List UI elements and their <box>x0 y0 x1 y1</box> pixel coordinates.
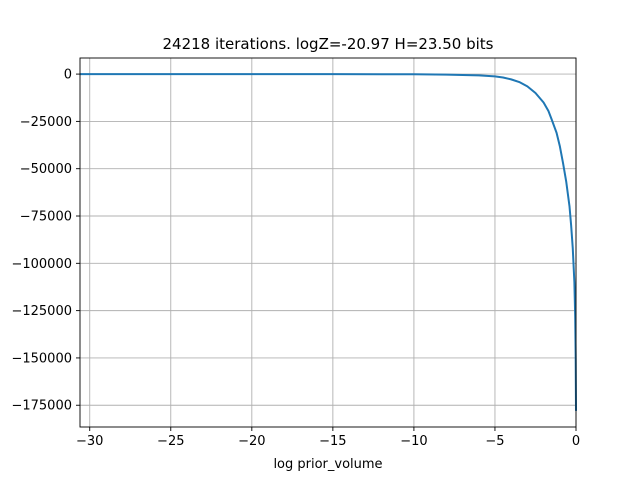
x-axis-label: log prior_volume <box>273 457 382 472</box>
x-tick-label: 0 <box>572 434 580 449</box>
y-tick-label: −50000 <box>20 162 72 177</box>
x-tick-label: −15 <box>319 434 346 449</box>
y-tick-label: −175000 <box>11 399 72 414</box>
x-tick-label: −10 <box>400 434 427 449</box>
y-tick-label: −25000 <box>20 115 72 130</box>
y-tick-label: −100000 <box>11 257 72 272</box>
y-tick-label: 0 <box>64 68 72 83</box>
chart-title: 24218 iterations. logZ=-20.97 H=23.50 bi… <box>163 35 494 53</box>
y-tick-label: −75000 <box>20 210 72 225</box>
plot-frame <box>79 57 577 428</box>
x-tick-label: −20 <box>238 434 265 449</box>
y-tick-label: −150000 <box>11 351 72 366</box>
x-tick-label: −5 <box>485 434 504 449</box>
x-tick-label: −25 <box>157 434 184 449</box>
series-line <box>80 73 577 411</box>
x-tick-label: −30 <box>76 434 103 449</box>
y-tick-label: −125000 <box>11 304 72 319</box>
